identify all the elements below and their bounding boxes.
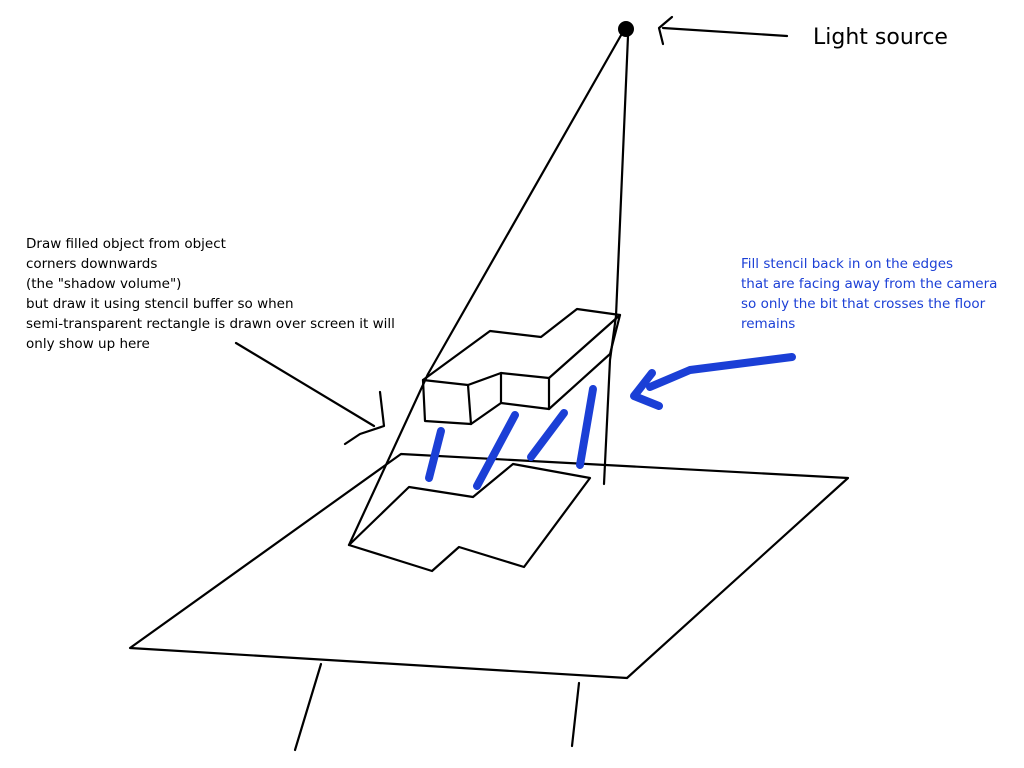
light-arrow-head: [657, 15, 674, 46]
stencil-fill-note: Fill stencil back in on the edges that a…: [741, 254, 997, 334]
floor-leg-left: [293, 662, 323, 752]
note-line: so only the bit that crosses the floor: [741, 296, 986, 312]
light-source-dot: [618, 21, 634, 37]
object-front-face-right: [499, 376, 551, 411]
note-line: that are facing away from the camera: [741, 276, 998, 292]
floor-leg-right: [570, 681, 581, 748]
shadow-volume-note: Draw filled object from object corners d…: [26, 234, 395, 354]
note-line: corners downwards: [26, 256, 158, 272]
note-line: (the "shadow volume"): [26, 276, 182, 292]
light-ray-right: [602, 34, 630, 486]
light-ray-left: [347, 28, 626, 547]
note-pointer-line: [234, 341, 376, 428]
object-side-face: [547, 313, 622, 411]
stencil-stroke-1: [425, 427, 445, 482]
object-front-face-left: [421, 378, 473, 426]
note-pointer-hook: [343, 390, 386, 446]
note-line: only show up here: [26, 336, 150, 352]
object-front-face-step: [469, 371, 503, 426]
stencil-stroke-4: [576, 385, 597, 469]
object-top-face: [421, 307, 622, 387]
blue-arrow-shaft: [646, 353, 796, 391]
blue-arrow-head: [630, 369, 663, 410]
floor-plane: [128, 452, 850, 680]
light-arrow-shaft: [661, 26, 789, 38]
shadow-outline: [347, 462, 592, 573]
note-line: Fill stencil back in on the edges: [741, 256, 954, 272]
stencil-stroke-2: [473, 411, 519, 490]
note-line: Draw filled object from object: [26, 236, 226, 252]
note-line: remains: [741, 316, 796, 332]
note-line: but draw it using stencil buffer so when: [26, 296, 294, 312]
stencil-stroke-3: [527, 409, 568, 461]
note-line: semi-transparent rectangle is drawn over…: [26, 316, 395, 332]
light-source-label: Light source: [813, 25, 948, 50]
